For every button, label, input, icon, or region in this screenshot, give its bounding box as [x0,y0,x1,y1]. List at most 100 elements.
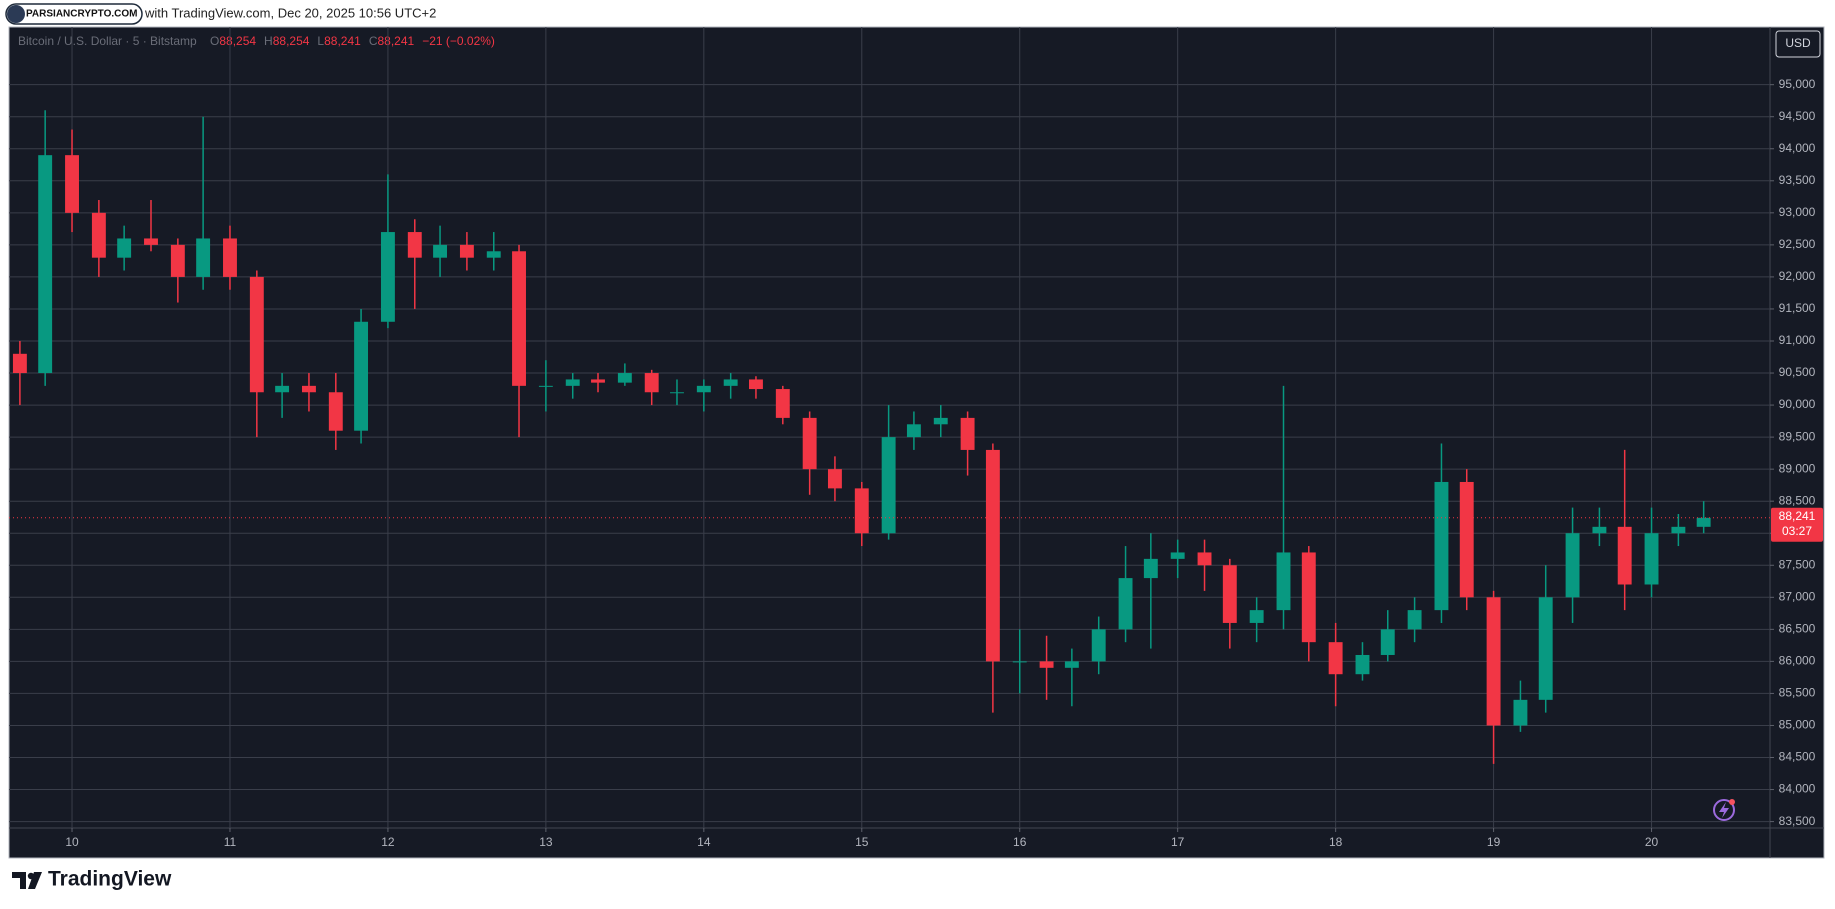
candle-body [591,379,605,383]
candle-body [1328,642,1343,675]
y-tick-label: 86,500 [1779,622,1816,636]
candle-body [1513,699,1528,726]
y-tick-label: 90,500 [1779,365,1816,379]
currency[interactable]: USD [1785,36,1811,50]
ohlc-value: 88,241 [324,34,361,48]
candle-body [1538,597,1553,700]
candle-body [1486,597,1501,726]
candle-body [433,244,447,258]
price-tag-label: 88,241 [1779,509,1816,523]
candle-body [1064,661,1079,668]
candle-body [1617,526,1632,585]
brand: TradingView [48,868,172,891]
x-tick-label: 18 [1329,835,1343,849]
candle-body [1592,526,1607,534]
candle-body [670,392,684,394]
y-tick-label: 89,500 [1779,429,1816,443]
candle-body [775,389,790,418]
candle-body [1222,565,1237,623]
y-tick-label: 92,500 [1779,237,1816,251]
icon-bolt[interactable] [1719,802,1729,818]
x-tick-label: 16 [1013,835,1027,849]
y-tick-label: 87,000 [1779,589,1816,603]
candle-body [985,449,1000,662]
y-tick-label: 90,000 [1779,397,1816,411]
candle-body [723,379,738,386]
candle-body [906,424,921,438]
brand-logo: TradingView [12,868,172,891]
candle-body [117,238,132,258]
y-tick-label: 92,000 [1779,269,1816,283]
x-tick-label: 14 [697,835,711,849]
icon-ring[interactable] [1713,799,1735,821]
x-tick-label: 19 [1487,835,1501,849]
y-tick-label: 86,000 [1779,654,1816,668]
candle-body [459,244,474,258]
x-tick-label: 13 [539,835,553,849]
watermark-badge: PARSIANCRYPTO.COM with TradingView.com, … [5,3,436,25]
candle-body [512,251,526,386]
chart-panel [8,26,1825,859]
candle-body [38,155,53,374]
candle-body [696,385,711,393]
ohlc-key: H [264,34,273,48]
icon-dot[interactable] [1729,799,1735,805]
candle-body [170,244,185,277]
badge-icon [7,5,25,23]
candle-body [802,417,817,470]
candle-body [407,232,422,258]
candle-body [1143,558,1158,579]
y-tick-label: 91,500 [1779,301,1816,315]
x-tick-label: 20 [1645,835,1659,849]
candle-body [144,238,158,245]
candle-body [827,469,842,489]
x-tick-label: 17 [1171,835,1185,849]
y-tick-label: 95,000 [1779,77,1816,91]
published: with TradingView.com, Dec 20, 2025 10:56… [144,5,436,20]
candle-body [881,437,896,534]
candle-body [1380,629,1395,655]
y-tick-label: 89,000 [1779,461,1816,475]
y-tick-label: 93,500 [1779,173,1816,187]
candle-body [1407,610,1422,630]
candle-body [223,238,237,277]
y-tick-label: 83,500 [1779,814,1816,828]
candle-body [565,379,580,386]
candle-body [1671,526,1686,534]
ohlc-key: O [210,34,219,48]
currency-button[interactable]: USD [1775,30,1821,58]
candle-body [1355,654,1370,675]
currency-frame[interactable] [1775,30,1821,58]
countdown: 03:27 [1782,524,1812,538]
y-tick-label: 91,000 [1779,333,1816,347]
brand-mark [12,872,42,889]
candle-body [617,373,632,383]
symbol-title: Bitcoin / U.S. Dollar · 5 · Bitstamp [18,34,197,48]
candle-body [91,212,106,258]
ohlc-value: 88,254 [273,34,310,48]
candle-body [538,385,553,387]
lightning-icon[interactable] [1713,799,1735,821]
x-tick-label: 15 [855,835,869,849]
y-tick-label: 85,000 [1779,718,1816,732]
candle-body [933,417,948,425]
candle-body [1012,661,1027,663]
candle-body [328,392,343,431]
x-tick-label: 12 [381,835,395,849]
candle-body [354,321,369,431]
candle-body [960,417,975,450]
candle-body [1434,481,1449,611]
candle-body [380,232,395,322]
candle-body [249,276,264,393]
ohlc-value: 88,241 [377,34,414,48]
ohlc-key: L [317,34,324,48]
y-tick-label: 84,500 [1779,750,1816,764]
candle-body [196,238,211,277]
ohlc-legend: O88,254 H88,254 L88,241 C88,241 −21 (−0.02%) [210,34,495,48]
ohlc-key: C [369,34,378,48]
ohlc-value: 88,254 [219,34,256,48]
candle-body [854,488,869,534]
candle-body [486,251,501,258]
candle-body [275,385,290,393]
